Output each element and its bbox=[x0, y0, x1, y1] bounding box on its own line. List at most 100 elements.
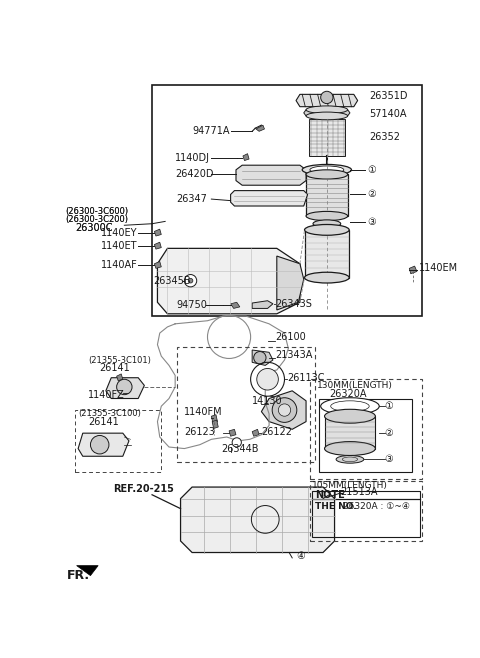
Text: 26113C: 26113C bbox=[287, 372, 324, 383]
Polygon shape bbox=[155, 261, 161, 268]
Polygon shape bbox=[304, 230, 349, 278]
Polygon shape bbox=[180, 487, 335, 553]
Text: 21513A: 21513A bbox=[341, 488, 378, 497]
Text: ③: ③ bbox=[367, 217, 376, 227]
Text: 57140A: 57140A bbox=[369, 109, 407, 118]
Circle shape bbox=[254, 351, 266, 364]
Ellipse shape bbox=[306, 106, 348, 114]
Polygon shape bbox=[157, 248, 300, 314]
Polygon shape bbox=[243, 154, 249, 161]
Text: FR.: FR. bbox=[67, 569, 91, 582]
Ellipse shape bbox=[310, 166, 344, 174]
Text: 26320A: 26320A bbox=[329, 389, 367, 399]
Bar bbox=[310, 481, 421, 541]
Text: 26300C: 26300C bbox=[75, 222, 113, 232]
Ellipse shape bbox=[306, 211, 348, 220]
Text: (26300-3C200): (26300-3C200) bbox=[65, 215, 128, 224]
Ellipse shape bbox=[313, 220, 341, 228]
Ellipse shape bbox=[304, 272, 349, 283]
Polygon shape bbox=[409, 266, 417, 274]
Text: (26300-3C600): (26300-3C600) bbox=[65, 207, 128, 216]
Polygon shape bbox=[256, 125, 264, 132]
Bar bbox=[310, 379, 421, 480]
Polygon shape bbox=[117, 374, 123, 381]
Text: 1140FM: 1140FM bbox=[184, 407, 223, 417]
Circle shape bbox=[188, 278, 193, 283]
Polygon shape bbox=[230, 302, 240, 309]
Text: 26352: 26352 bbox=[369, 132, 400, 143]
Text: 26123: 26123 bbox=[184, 426, 215, 437]
Text: 26351D: 26351D bbox=[369, 91, 408, 101]
Polygon shape bbox=[229, 429, 236, 436]
Polygon shape bbox=[77, 566, 98, 576]
Polygon shape bbox=[106, 378, 144, 399]
Text: 26320A : ①~④: 26320A : ①~④ bbox=[343, 502, 410, 511]
Circle shape bbox=[232, 438, 241, 447]
Text: 1140FZ: 1140FZ bbox=[88, 390, 125, 399]
Ellipse shape bbox=[304, 224, 349, 236]
Polygon shape bbox=[296, 94, 358, 107]
Polygon shape bbox=[212, 420, 218, 428]
Polygon shape bbox=[262, 391, 306, 429]
Text: 21343A: 21343A bbox=[275, 349, 312, 360]
Bar bbox=[312, 491, 420, 537]
Polygon shape bbox=[155, 229, 161, 236]
Text: 26420D: 26420D bbox=[175, 170, 214, 180]
Text: 94771A: 94771A bbox=[193, 126, 230, 136]
Text: 26141: 26141 bbox=[100, 363, 131, 374]
Polygon shape bbox=[252, 429, 259, 436]
Text: 26344B: 26344B bbox=[221, 443, 259, 453]
Text: ③: ③ bbox=[384, 454, 393, 465]
Text: 1140AF: 1140AF bbox=[101, 261, 138, 270]
Text: 26300C: 26300C bbox=[75, 222, 113, 232]
Polygon shape bbox=[304, 110, 350, 116]
Circle shape bbox=[272, 397, 297, 422]
Polygon shape bbox=[309, 119, 345, 156]
Text: 26345B: 26345B bbox=[154, 276, 191, 286]
Polygon shape bbox=[252, 350, 273, 365]
Text: 94750: 94750 bbox=[177, 300, 207, 311]
Text: (21355-3C100): (21355-3C100) bbox=[78, 409, 141, 418]
Text: ②: ② bbox=[384, 428, 393, 438]
Circle shape bbox=[278, 404, 291, 417]
Ellipse shape bbox=[324, 409, 375, 423]
Circle shape bbox=[117, 379, 132, 395]
Text: NOTE: NOTE bbox=[315, 490, 345, 500]
Polygon shape bbox=[277, 256, 304, 310]
Circle shape bbox=[90, 436, 109, 454]
Polygon shape bbox=[306, 174, 348, 216]
Text: 26343S: 26343S bbox=[275, 299, 312, 309]
Text: (21355-3C101): (21355-3C101) bbox=[88, 355, 151, 365]
Ellipse shape bbox=[302, 164, 351, 175]
Circle shape bbox=[257, 368, 278, 390]
Polygon shape bbox=[155, 242, 161, 249]
Text: 26141: 26141 bbox=[88, 417, 119, 428]
Ellipse shape bbox=[324, 442, 375, 455]
Text: 1140EM: 1140EM bbox=[419, 263, 458, 273]
Text: ①: ① bbox=[367, 164, 376, 175]
Ellipse shape bbox=[336, 455, 364, 463]
Polygon shape bbox=[211, 415, 217, 423]
Ellipse shape bbox=[321, 397, 379, 415]
Text: 105MM(LENGTH): 105MM(LENGTH) bbox=[312, 481, 388, 490]
Ellipse shape bbox=[306, 170, 348, 179]
Bar bbox=[177, 347, 315, 463]
Polygon shape bbox=[324, 417, 375, 449]
Circle shape bbox=[321, 91, 333, 103]
Text: 1140EY: 1140EY bbox=[101, 228, 138, 238]
Text: ①: ① bbox=[384, 401, 393, 411]
Text: 1140ET: 1140ET bbox=[101, 241, 138, 251]
Polygon shape bbox=[236, 165, 306, 185]
Text: 26347: 26347 bbox=[177, 194, 207, 204]
Text: 14130: 14130 bbox=[252, 396, 283, 406]
Text: REF.20-215: REF.20-215 bbox=[114, 484, 174, 494]
Polygon shape bbox=[78, 433, 129, 456]
Text: 26122: 26122 bbox=[262, 426, 292, 437]
Text: ④: ④ bbox=[296, 551, 305, 561]
Bar bbox=[75, 410, 161, 472]
Polygon shape bbox=[230, 191, 308, 206]
Text: THE NO.: THE NO. bbox=[315, 502, 357, 511]
Bar bbox=[152, 85, 421, 316]
Ellipse shape bbox=[306, 112, 348, 120]
Text: (26300-3C200): (26300-3C200) bbox=[65, 215, 128, 224]
